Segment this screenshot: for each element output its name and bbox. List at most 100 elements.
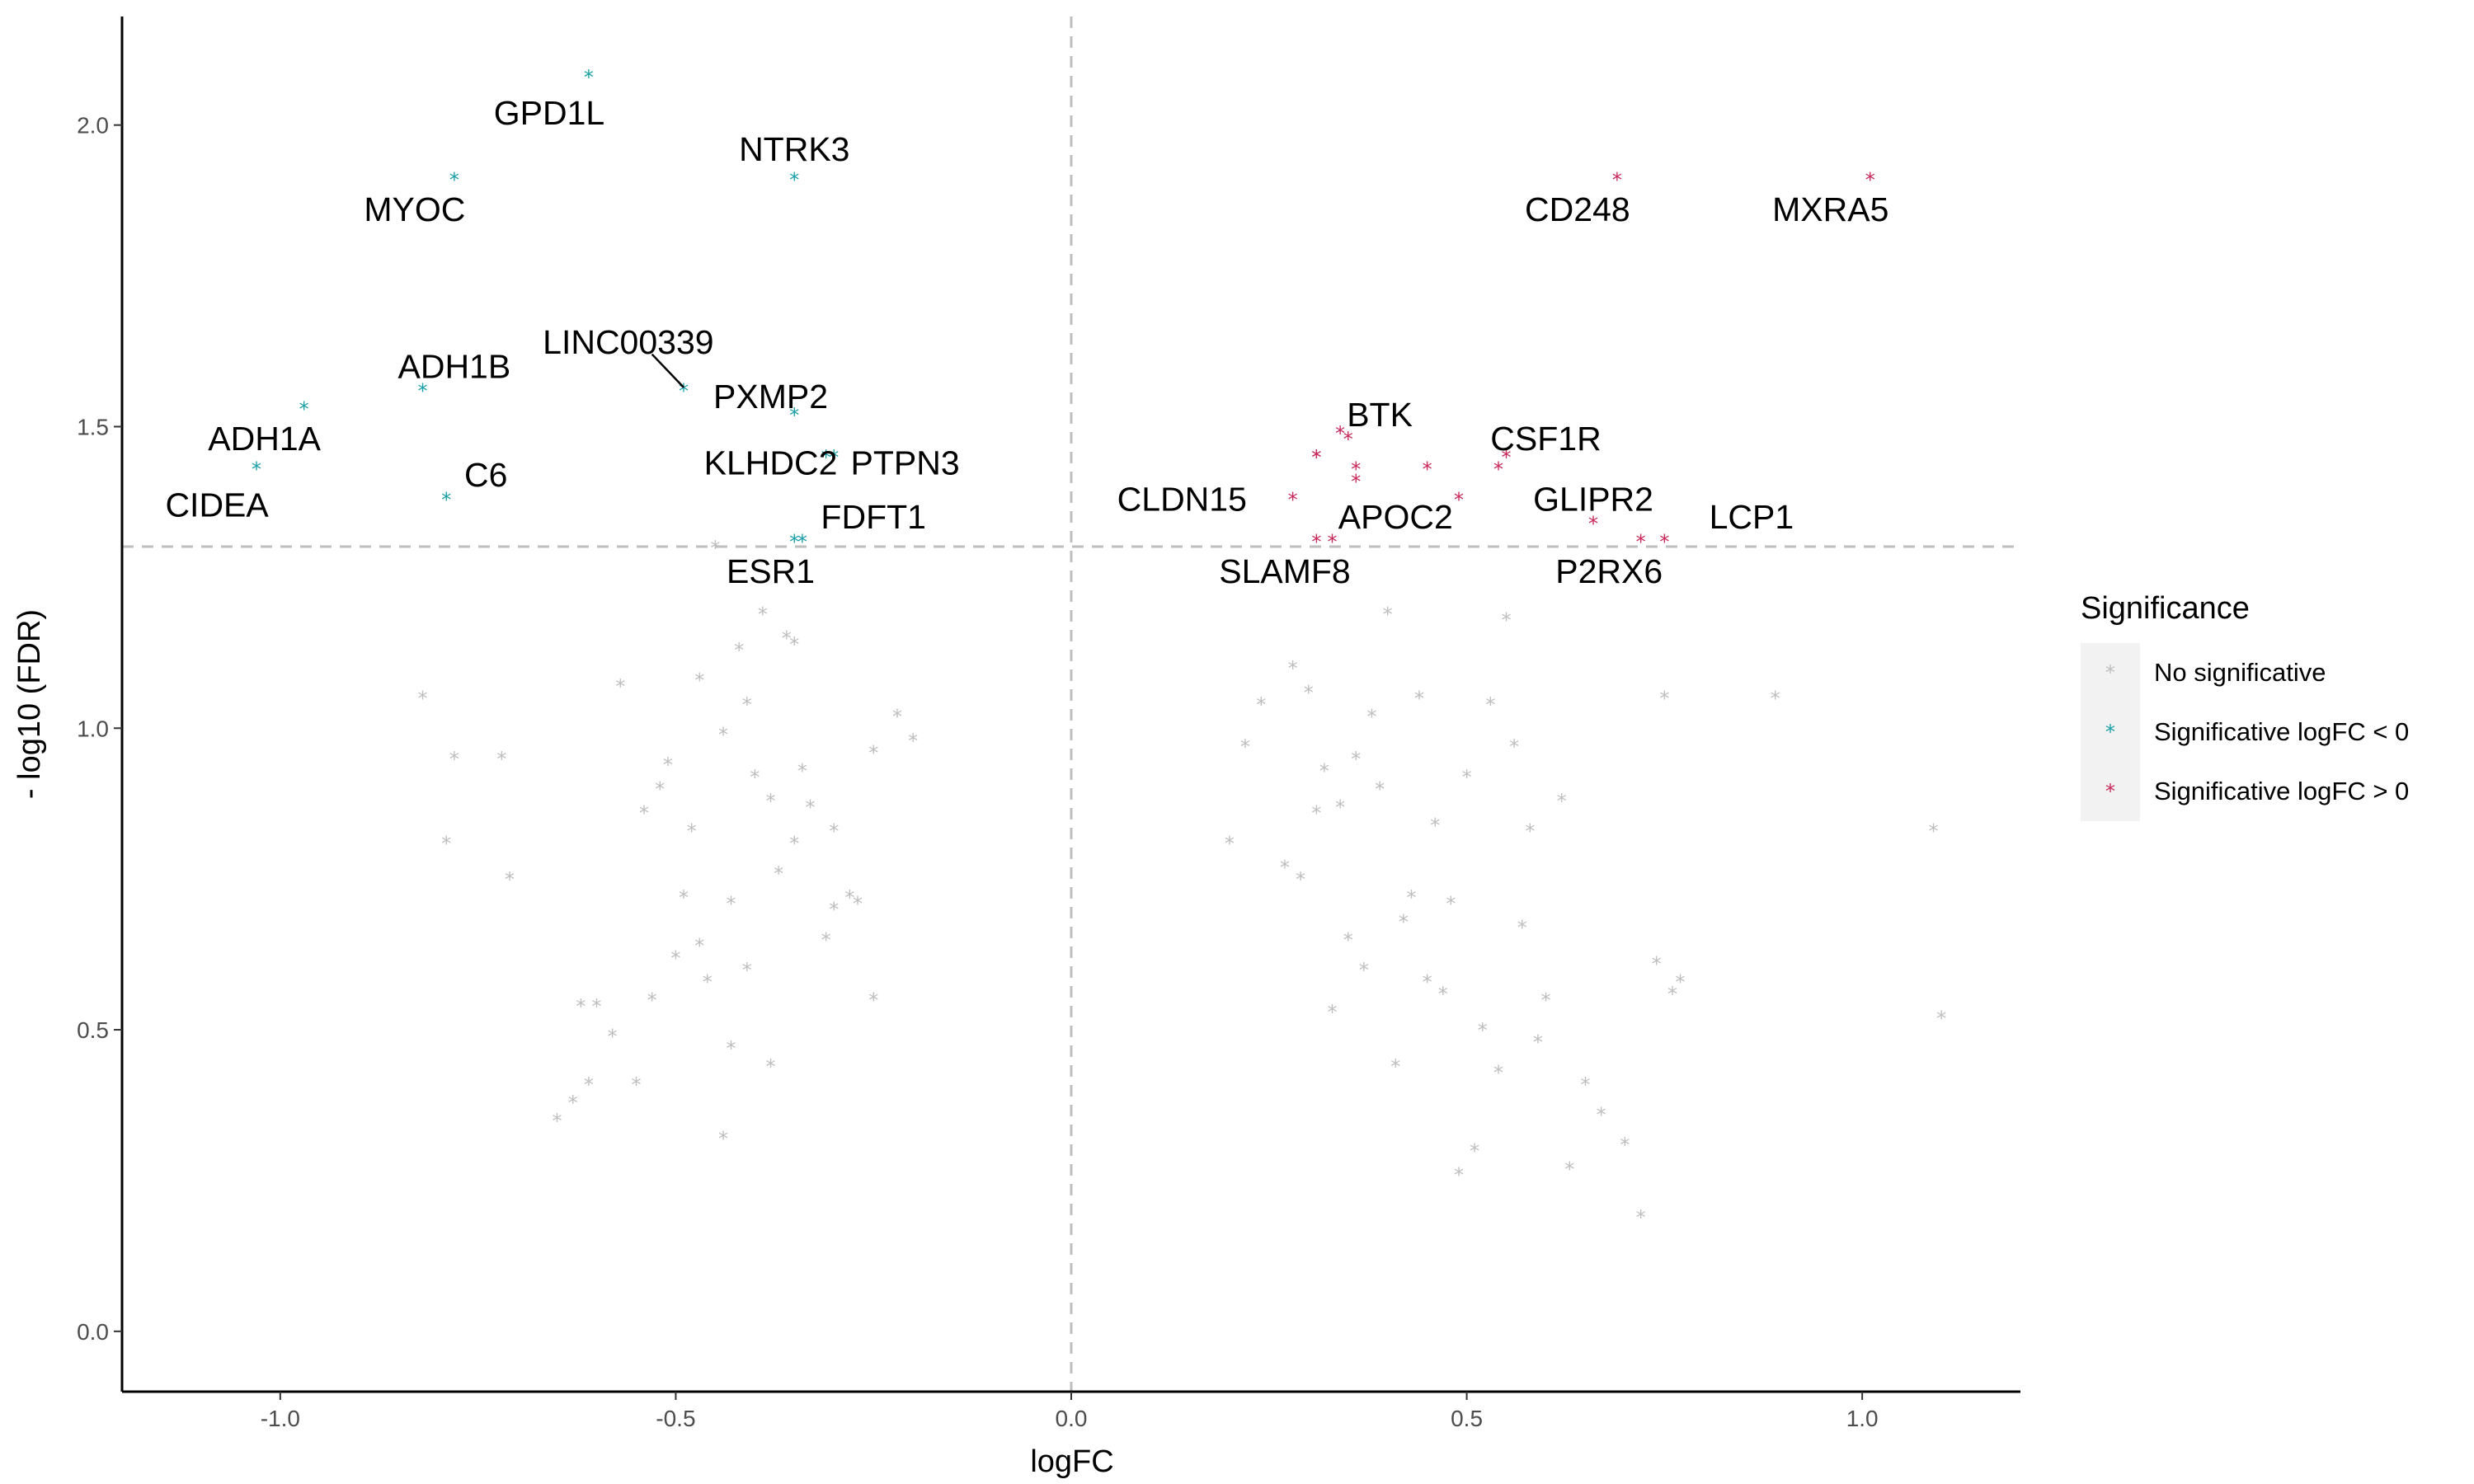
gene-label: P2RX6 [1555, 552, 1663, 590]
data-point: * [496, 748, 506, 771]
data-point: * [1328, 530, 1338, 553]
x-tick-label: 1.0 [1846, 1406, 1879, 1431]
data-point: * [789, 169, 799, 192]
data-point: * [1311, 530, 1321, 553]
data-point: * [789, 530, 799, 553]
data-point: * [868, 989, 878, 1012]
data-point: * [853, 892, 863, 915]
data-point: * [1288, 657, 1298, 680]
data-point: * [1612, 169, 1622, 192]
legend-key-background [2081, 643, 2140, 821]
data-point: * [789, 404, 799, 427]
data-point: * [1454, 1164, 1464, 1187]
data-point: * [1296, 868, 1305, 891]
gene-label: CSF1R [1490, 420, 1601, 458]
data-point: * [868, 742, 878, 765]
gene-label: PXMP2 [713, 378, 828, 416]
data-point: * [1351, 748, 1361, 771]
data-point: * [441, 832, 451, 855]
data-point: * [1366, 706, 1376, 729]
x-tick-label: -1.0 [261, 1406, 300, 1431]
gene-label: SLAMF8 [1219, 552, 1351, 590]
data-point: * [687, 820, 697, 843]
y-tick-label: 0.5 [77, 1017, 109, 1043]
legend-label: No significative [2154, 658, 2326, 687]
data-point: * [1343, 428, 1353, 451]
data-point: * [1865, 169, 1875, 192]
data-point: * [789, 633, 799, 656]
data-point: * [1311, 446, 1321, 469]
data-point: * [829, 820, 839, 843]
gene-label: GLIPR2 [1533, 480, 1653, 518]
data-point: * [1485, 693, 1495, 716]
data-point: * [710, 537, 720, 560]
x-tick-label: -0.5 [656, 1406, 695, 1431]
data-point: * [1502, 609, 1512, 632]
data-point: * [568, 1092, 578, 1115]
data-point: * [1597, 1103, 1606, 1126]
data-point: * [1636, 1206, 1646, 1229]
x-axis-title: logFC [1030, 1444, 1113, 1479]
data-point: * [584, 1073, 594, 1097]
data-point: * [797, 530, 807, 553]
series-0: ******* * ********************************… [417, 537, 1946, 1229]
legend-key: * [2105, 661, 2115, 684]
data-point: * [655, 777, 665, 801]
data-point: * [1328, 1001, 1338, 1024]
data-point: * [1525, 820, 1535, 843]
data-point: * [1509, 735, 1519, 758]
data-point: * [553, 1110, 562, 1133]
data-point: * [694, 669, 704, 693]
legend-title: Significance [2081, 591, 2250, 626]
data-point: * [734, 639, 744, 662]
data-point: * [1659, 530, 1669, 553]
y-tick-label: 1.0 [77, 716, 109, 741]
data-point: * [758, 603, 768, 626]
data-point: * [829, 446, 839, 469]
data-point: * [1311, 802, 1321, 825]
x-tick-label: 0.5 [1451, 1406, 1483, 1431]
legend-label: Significative logFC < 0 [2154, 717, 2409, 746]
gene-label: CIDEA [165, 486, 269, 524]
data-point: * [584, 66, 594, 89]
data-point: * [1383, 603, 1393, 626]
data-point: * [774, 862, 783, 885]
data-point: * [892, 706, 902, 729]
data-point: * [844, 886, 854, 909]
data-point: * [821, 446, 831, 469]
legend-label: Significative logFC > 0 [2154, 777, 2409, 805]
data-point: * [449, 748, 459, 771]
data-point: * [742, 959, 752, 982]
gene-label: LCP1 [1710, 498, 1794, 536]
data-point: * [631, 1073, 641, 1097]
gene-label: BTK [1347, 396, 1413, 434]
data-point: * [1517, 917, 1527, 940]
gene-label: NTRK3 [739, 130, 849, 168]
data-point: * [1359, 959, 1369, 982]
data-point: * [727, 1037, 736, 1060]
y-axis-ticks: 0.0 0.5 1.0 1.5 2.0 [77, 113, 122, 1345]
data-point: * [805, 796, 815, 819]
data-point: * [679, 886, 689, 909]
gene-label: CD248 [1525, 190, 1630, 228]
data-point: * [663, 754, 673, 777]
data-point: * [1390, 1055, 1400, 1078]
gene-label: C6 [464, 456, 507, 494]
data-point: * [1335, 422, 1345, 445]
data-point: * [1470, 1139, 1479, 1162]
data-point: * [1636, 530, 1646, 553]
data-point: * [592, 995, 602, 1018]
data-point: * [797, 759, 807, 782]
data-point: * [727, 892, 736, 915]
data-point: * [1454, 488, 1464, 511]
data-point: * [252, 458, 261, 481]
data-point: * [505, 868, 515, 891]
data-point: * [615, 675, 625, 698]
data-point: * [1304, 681, 1314, 704]
data-point: * [1225, 832, 1235, 855]
data-point: * [718, 1128, 728, 1151]
data-point: * [1659, 688, 1669, 711]
data-point: * [742, 693, 752, 716]
data-point: * [782, 627, 792, 650]
data-point: * [608, 1025, 618, 1048]
